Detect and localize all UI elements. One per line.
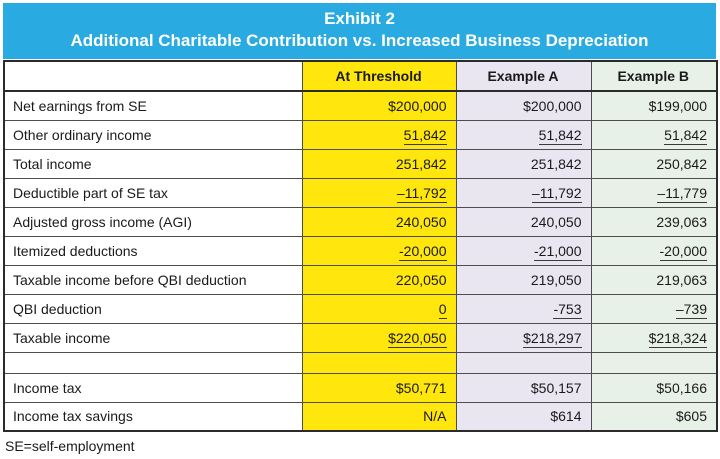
cell-at-threshold: 0: [301, 293, 457, 324]
cell-example-a: $50,157: [455, 372, 592, 403]
footnote: SE=self-employment: [5, 438, 135, 454]
cell-example-a: 219,050: [455, 264, 592, 295]
row-label: Income tax: [3, 372, 303, 403]
cell-at-threshold: [301, 351, 457, 374]
cell-at-threshold: 240,050: [301, 206, 457, 237]
table-row-agi: Adjusted gross income (AGI) 240,050 240,…: [3, 206, 718, 237]
column-header-at-threshold: At Threshold: [301, 60, 457, 92]
cell-at-threshold: 251,842: [301, 148, 457, 179]
cell-example-a: 51,842: [455, 119, 592, 150]
cell-at-threshold: –11,792: [301, 177, 457, 208]
row-label: [3, 351, 303, 374]
cell-at-threshold: -20,000: [301, 235, 457, 266]
row-label: Taxable income: [3, 322, 303, 353]
cell-example-b: $50,166: [590, 372, 718, 403]
cell-example-b: -20,000: [590, 235, 718, 266]
cell-example-a: 240,050: [455, 206, 592, 237]
table-row-net-earnings: Net earnings from SE $200,000 $200,000 $…: [3, 90, 718, 121]
cell-example-b: 250,842: [590, 148, 718, 179]
row-label: Total income: [3, 148, 303, 179]
row-label: Income tax savings: [3, 401, 303, 432]
cell-example-b: 51,842: [590, 119, 718, 150]
cell-example-b: 239,063: [590, 206, 718, 237]
table-row-qbi-deduction: QBI deduction 0 -753 –739: [3, 293, 718, 324]
cell-example-b: $605: [590, 401, 718, 432]
cell-example-a: $218,297: [455, 322, 592, 353]
row-label: Adjusted gross income (AGI): [3, 206, 303, 237]
cell-example-b: 219,063: [590, 264, 718, 295]
table-row-total-income: Total income 251,842 251,842 250,842: [3, 148, 718, 179]
cell-example-b: $218,324: [590, 322, 718, 353]
exhibit-number: Exhibit 2: [324, 9, 395, 28]
exhibit-title: Additional Charitable Contribution vs. I…: [70, 31, 649, 50]
row-label: Net earnings from SE: [3, 90, 303, 121]
cell-example-b: $199,000: [590, 90, 718, 121]
row-label: Taxable income before QBI deduction: [3, 264, 303, 295]
cell-example-a: –11,792: [455, 177, 592, 208]
column-header-blank: [3, 60, 303, 92]
table-row-spacer: [3, 351, 718, 374]
exhibit-banner: Exhibit 2 Additional Charitable Contribu…: [3, 3, 716, 59]
table-row-other-ordinary-income: Other ordinary income 51,842 51,842 51,8…: [3, 119, 718, 150]
cell-example-a: $200,000: [455, 90, 592, 121]
exhibit-table: At Threshold Example A Example B Net ear…: [3, 60, 718, 432]
cell-at-threshold: 51,842: [301, 119, 457, 150]
cell-example-b: [590, 351, 718, 374]
table-row-income-tax-savings: Income tax savings N/A $614 $605: [3, 401, 718, 432]
row-label: Deductible part of SE tax: [3, 177, 303, 208]
table-row-taxable-income-before-qbi: Taxable income before QBI deduction 220,…: [3, 264, 718, 295]
column-header-example-b: Example B: [590, 60, 718, 92]
table-row-deductible-se-tax: Deductible part of SE tax –11,792 –11,79…: [3, 177, 718, 208]
table-row-income-tax: Income tax $50,771 $50,157 $50,166: [3, 372, 718, 403]
cell-at-threshold: $50,771: [301, 372, 457, 403]
table-row-taxable-income: Taxable income $220,050 $218,297 $218,32…: [3, 322, 718, 353]
table-row-itemized-deductions: Itemized deductions -20,000 -21,000 -20,…: [3, 235, 718, 266]
table-header-row: At Threshold Example A Example B: [3, 60, 718, 92]
cell-example-b: –11,779: [590, 177, 718, 208]
column-header-example-a: Example A: [455, 60, 592, 92]
cell-at-threshold: $200,000: [301, 90, 457, 121]
cell-example-a: [455, 351, 592, 374]
row-label: QBI deduction: [3, 293, 303, 324]
row-label: Other ordinary income: [3, 119, 303, 150]
cell-example-a: -21,000: [455, 235, 592, 266]
cell-at-threshold: N/A: [301, 401, 457, 432]
row-label: Itemized deductions: [3, 235, 303, 266]
cell-example-a: $614: [455, 401, 592, 432]
cell-example-a: 251,842: [455, 148, 592, 179]
cell-example-b: –739: [590, 293, 718, 324]
cell-at-threshold: $220,050: [301, 322, 457, 353]
cell-example-a: -753: [455, 293, 592, 324]
cell-at-threshold: 220,050: [301, 264, 457, 295]
